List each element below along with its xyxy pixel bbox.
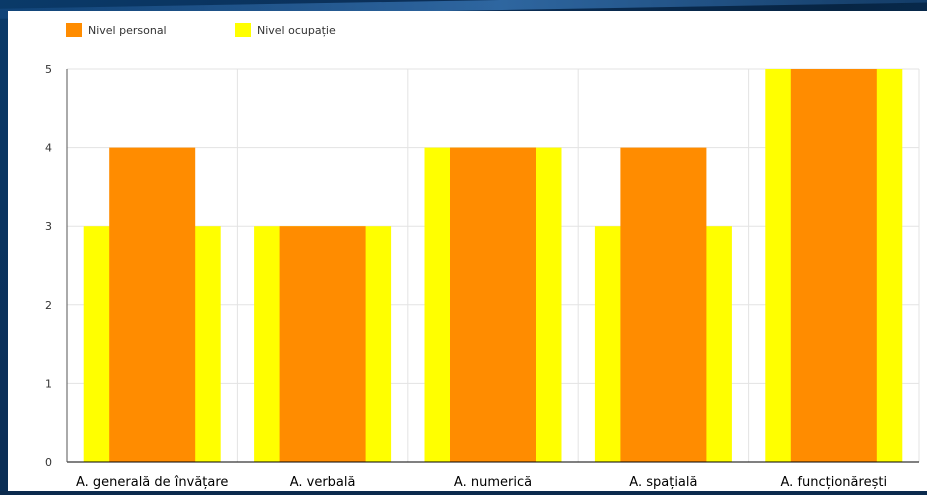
bar-nivel-personal bbox=[109, 147, 196, 462]
x-tick-label: A. generală de învățare bbox=[76, 475, 228, 490]
bar-nivel-personal bbox=[620, 147, 707, 462]
legend-swatch bbox=[66, 23, 82, 37]
y-tick-label: 4 bbox=[45, 142, 52, 155]
bar-nivel-personal bbox=[790, 69, 877, 462]
bar-nivel-personal bbox=[450, 147, 536, 462]
y-tick-label: 2 bbox=[45, 299, 52, 312]
legend-label: Nivel personal bbox=[88, 24, 167, 37]
bars bbox=[83, 69, 903, 462]
x-tick-label: A. spațială bbox=[629, 475, 697, 490]
x-tick-label: A. numerică bbox=[454, 475, 532, 490]
x-tick-label: A. verbală bbox=[290, 475, 356, 490]
y-tick-label: 0 bbox=[45, 456, 52, 469]
legend-swatch bbox=[235, 23, 251, 37]
axes: 0 1 2 3 4 5 A. generală de învățare A. verbală A… bbox=[45, 63, 919, 490]
bar-nivel-personal bbox=[279, 226, 366, 462]
y-tick-label: 3 bbox=[45, 220, 52, 233]
x-tick-label: A. funcționărești bbox=[781, 475, 888, 490]
chart-panel: 0 1 2 3 4 5 A. generală de învățare A. verbală A… bbox=[8, 11, 927, 491]
y-tick-label: 1 bbox=[45, 377, 52, 390]
y-tick-label: 5 bbox=[45, 63, 52, 76]
bar-chart: 0 1 2 3 4 5 A. generală de învățare A. verbală A… bbox=[45, 23, 920, 490]
legend-label: Nivel ocupație bbox=[257, 24, 336, 37]
legend: Nivel personal Nivel ocupație bbox=[66, 23, 336, 37]
